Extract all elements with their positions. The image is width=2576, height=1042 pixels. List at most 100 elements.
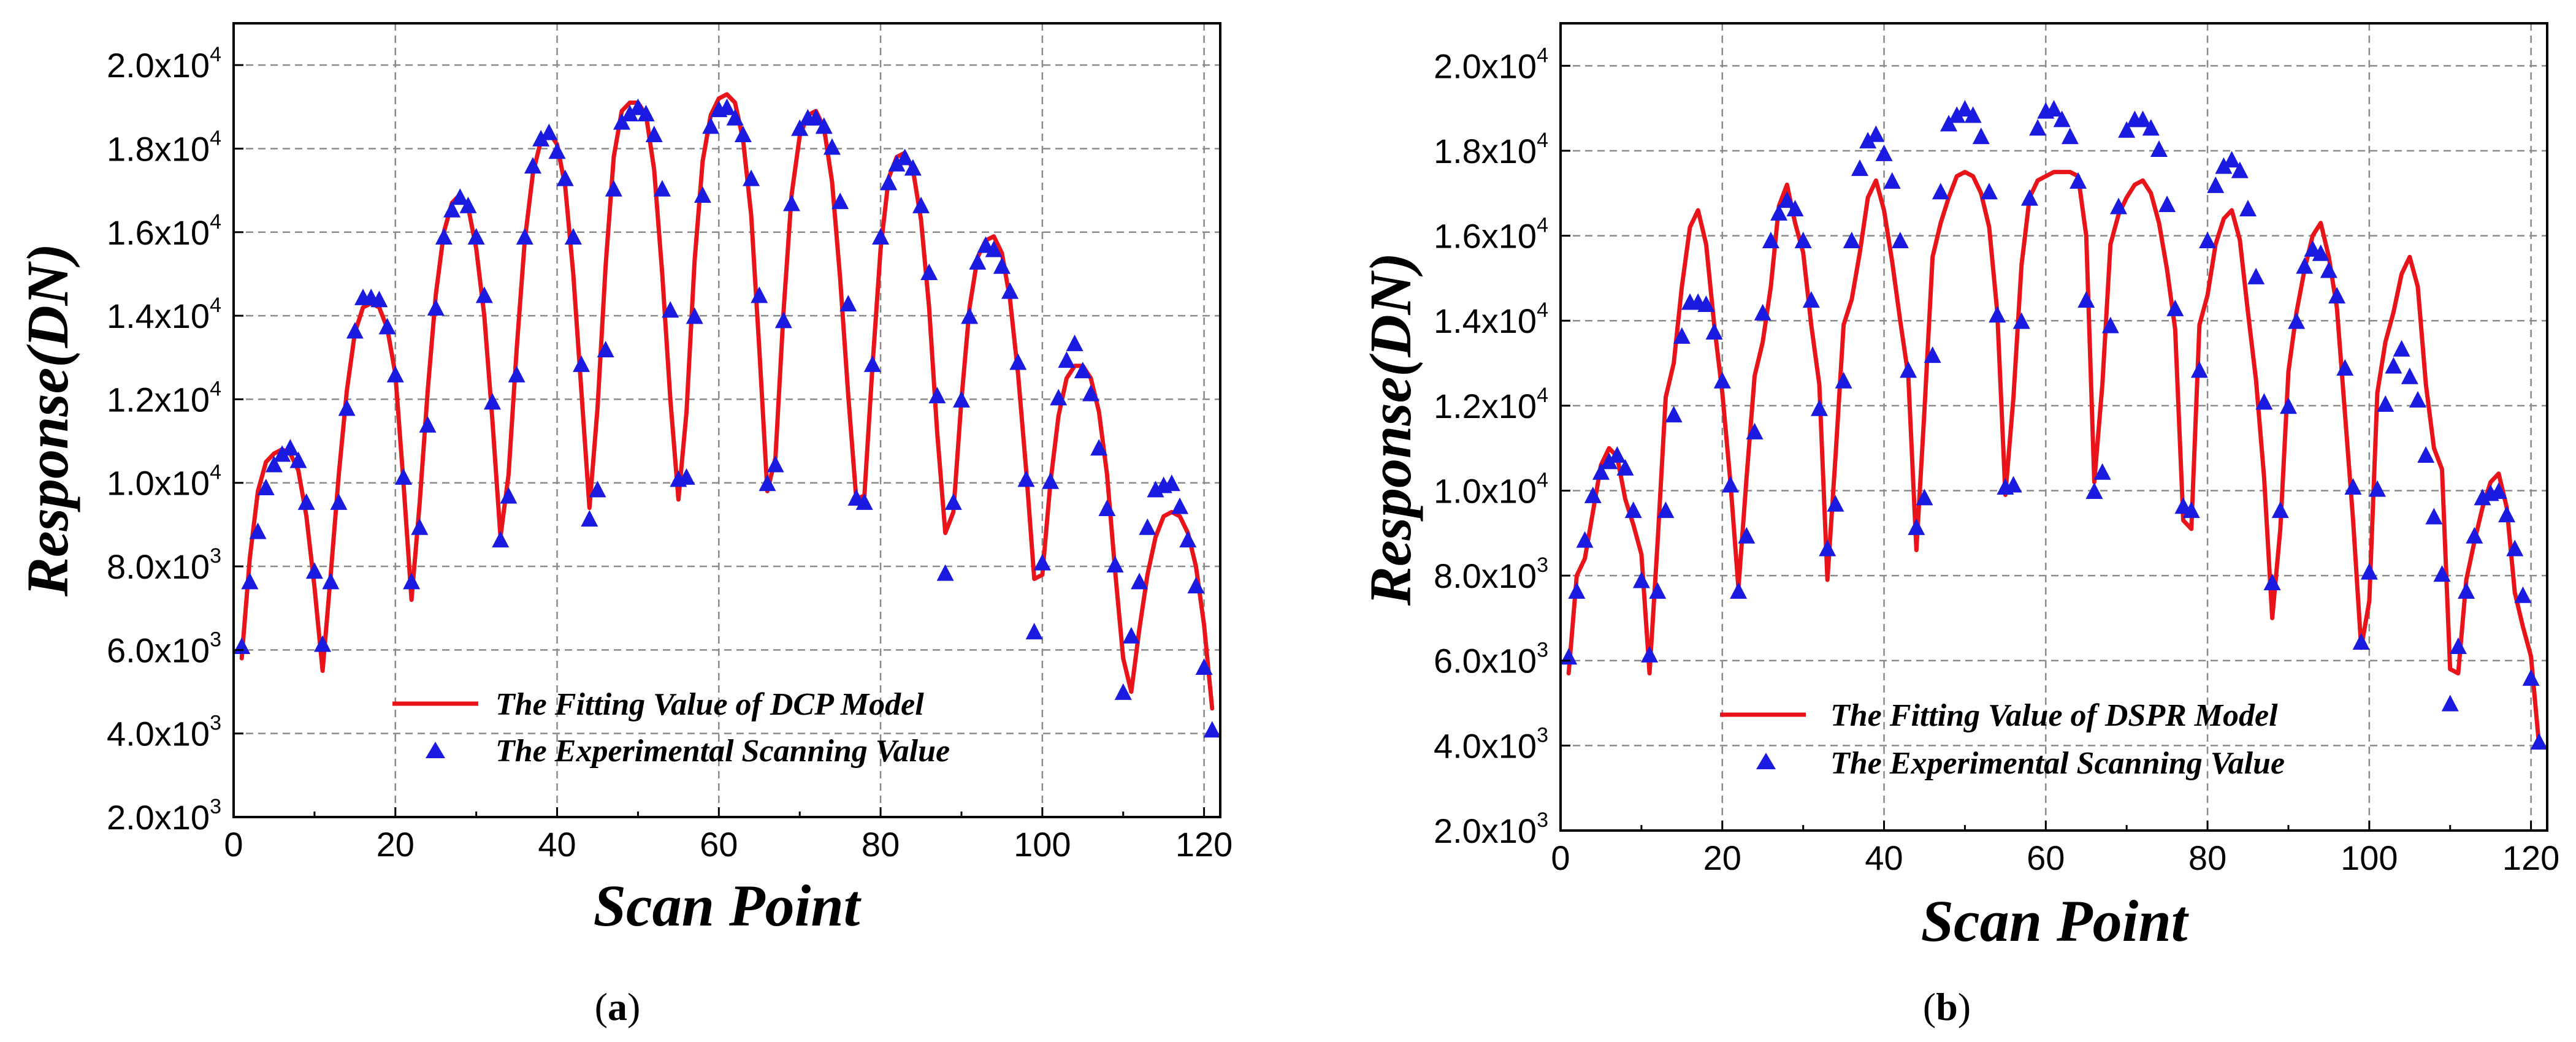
experimental-point [2077, 291, 2095, 308]
y-tick-exponent: 4 [210, 461, 221, 484]
y-tick-label: 4.0x103 [107, 712, 221, 753]
caption-close: ) [1958, 985, 1971, 1029]
experimental-point [1139, 518, 1156, 535]
fit-line [1566, 170, 2542, 748]
x-tick-label: 80 [862, 825, 900, 864]
fit-series [1566, 170, 2542, 748]
y-tick-exponent: 4 [1537, 129, 1548, 152]
y-tick-exponent: 3 [1537, 808, 1548, 832]
y-tick-label: 8.0x103 [107, 544, 221, 586]
experimental-point [2369, 480, 2387, 497]
y-tick-label: 8.0x103 [1434, 553, 1548, 595]
experimental-point [2005, 476, 2022, 493]
experimental-point [500, 487, 518, 504]
experimental-point [1867, 125, 1885, 142]
experimental-point [1754, 303, 1771, 321]
experimental-point [2466, 527, 2483, 544]
experimental-point [2433, 565, 2451, 582]
experimental-point [743, 169, 760, 186]
y-tick-mantissa: 1.0x10 [1434, 471, 1537, 510]
experimental-point [1584, 486, 1602, 503]
experimental-point [2012, 312, 2030, 329]
experimental-point [1875, 144, 1893, 161]
experimental-point [524, 157, 541, 174]
y-tick-exponent: 4 [210, 294, 221, 317]
experimental-point [2458, 582, 2475, 599]
experimental-point [1624, 501, 1642, 519]
experimental-point [1122, 626, 1140, 644]
experimental-point [2247, 267, 2265, 284]
experimental-point [1665, 406, 1683, 423]
experimental-point [936, 564, 954, 581]
y-axis-label: Response(DN) [15, 243, 80, 597]
y-tick-exponent: 4 [1537, 384, 1548, 407]
y-tick-label: 1.6x104 [1434, 214, 1548, 256]
fit-line [239, 92, 1215, 711]
x-tick-label: 120 [1175, 825, 1233, 864]
experimental-point [1762, 231, 1779, 248]
experimental-point [1203, 721, 1221, 738]
legend-fit-label: The Fitting Value of DCP Model [495, 687, 924, 722]
experimental-point [2530, 732, 2548, 750]
caption-open: ( [1923, 985, 1936, 1029]
experimental-point [694, 186, 711, 203]
experimental-point [2360, 563, 2378, 580]
experimental-point [1738, 527, 1756, 544]
experimental-point [338, 399, 356, 416]
experimental-point [1940, 115, 1958, 132]
experimental-point [581, 510, 598, 527]
experimental-point [1632, 571, 1650, 588]
experimental-point [2239, 199, 2257, 216]
experimental-point [1811, 399, 1829, 416]
experimental-point [1187, 577, 1205, 594]
experimental-point [2061, 127, 2079, 145]
x-tick-label: 0 [224, 825, 243, 864]
experimental-point [662, 301, 679, 318]
experimental-point [257, 478, 275, 495]
experimental-point [888, 154, 906, 172]
x-tick-label: 100 [2341, 839, 2398, 877]
y-tick-mantissa: 8.0x10 [1434, 557, 1537, 595]
experimental-point [492, 531, 510, 548]
experimental-point [1908, 518, 1925, 535]
experimental-point [2377, 395, 2394, 412]
experimental-point [475, 286, 493, 303]
experimental-point [2288, 312, 2306, 329]
experimental-point [1042, 472, 1060, 489]
experimental-point [1082, 384, 1099, 401]
experimental-point [2190, 361, 2208, 378]
experimental-point [880, 173, 898, 191]
x-tick-label: 120 [2502, 839, 2559, 877]
experimental-point [2506, 539, 2524, 557]
experimental-point [1924, 346, 1941, 363]
caption-close: ) [627, 985, 640, 1029]
experimental-point [2093, 463, 2111, 480]
x-tick-label: 40 [1865, 839, 1903, 877]
x-tick-label: 20 [376, 825, 415, 864]
y-tick-mantissa: 2.0x10 [107, 46, 210, 85]
experimental-point [2312, 244, 2329, 261]
experimental-point [548, 142, 566, 159]
experimental-point [589, 481, 606, 498]
experimental-point [2522, 669, 2540, 686]
experimental-point [2441, 694, 2459, 712]
experimental-point [1835, 371, 1852, 389]
experimental-point [2352, 633, 2370, 650]
experimental-point [1770, 203, 1788, 221]
y-tick-mantissa: 1.6x10 [107, 213, 210, 252]
experimental-point [2255, 393, 2273, 410]
experimental-point [1980, 183, 1998, 200]
y-tick-exponent: 3 [210, 628, 221, 651]
experimental-point [233, 637, 251, 654]
experimental-point [2344, 478, 2362, 495]
experimental-point [831, 192, 849, 210]
experimental-point [645, 126, 663, 143]
experimental-point [1730, 582, 1748, 599]
experimental-point [540, 123, 558, 140]
experimental-point [1074, 362, 1091, 379]
experimental-point [1090, 439, 1108, 456]
experimental-point [2296, 257, 2314, 274]
experimental-point [2449, 637, 2467, 654]
experimental-point [613, 113, 631, 130]
